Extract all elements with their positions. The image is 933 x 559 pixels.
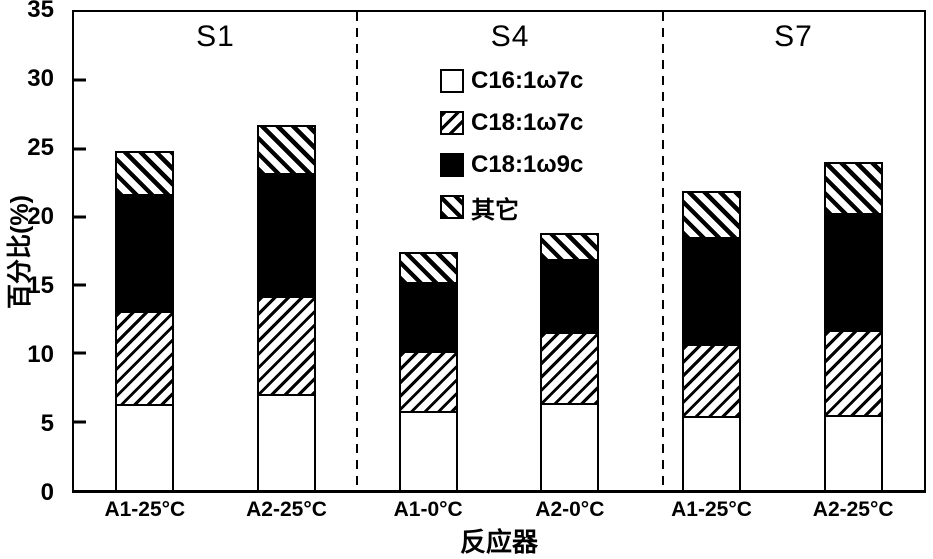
y-tick-label: 30 (27, 65, 54, 92)
y-axis-title: 百分比(%) (6, 195, 34, 309)
legend-item-label: C18:1ω7c (471, 109, 584, 136)
bar-segment (257, 125, 316, 174)
y-tick-label: 5 (40, 410, 54, 437)
bar-segment (257, 394, 316, 490)
y-tick-label: 20 (27, 203, 54, 230)
y-tick-mark (74, 283, 86, 287)
bar (115, 151, 175, 490)
bar (257, 125, 316, 490)
y-tick-label: 35 (27, 0, 54, 23)
bar-segment (823, 212, 883, 331)
bar (540, 233, 600, 490)
x-axis-title: 反应器 (459, 527, 538, 557)
bar-segment (540, 233, 600, 260)
section-label: S4 (490, 20, 530, 53)
section-label: S7 (774, 20, 813, 53)
section-divider (356, 12, 359, 490)
legend: C16:1ω7c C18:1ω7c C18:1ω9c 其它 (440, 60, 583, 228)
legend-item: 其它 (440, 186, 583, 228)
y-tick-label: 15 (27, 272, 54, 299)
plot-inner: C16:1ω7c C18:1ω7c C18:1ω9c 其它 S1 S4 S7 (74, 12, 924, 490)
y-tick-mark (74, 351, 86, 355)
legend-item-label: C18:1ω9c (471, 151, 584, 178)
bar-segment (257, 296, 316, 395)
bar-segment (682, 343, 741, 417)
bar-segment (398, 252, 458, 283)
y-tick-mark (74, 420, 86, 424)
bar-segment (682, 237, 741, 344)
bar-segment (398, 350, 458, 411)
bar-segment (682, 416, 741, 490)
legend-item: C16:1ω7c (440, 60, 583, 102)
x-tick-label: A1-0°C (393, 498, 463, 521)
bar-segment (115, 193, 175, 312)
bar-segment (823, 162, 883, 213)
y-tick-label: 0 (40, 479, 54, 506)
x-tick-label: A1-25°C (104, 498, 186, 521)
bar (398, 252, 458, 490)
bar-segment (257, 173, 316, 297)
bar-segment (115, 403, 175, 490)
y-tick-mark (74, 147, 86, 151)
bar-segment (540, 402, 600, 490)
bar (682, 190, 741, 490)
plot-area: C16:1ω7c C18:1ω7c C18:1ω9c 其它 S1 S4 S7 (72, 10, 926, 493)
bar-segment (540, 259, 600, 332)
bar-segment (115, 311, 175, 404)
bar-segment (540, 331, 600, 403)
bar-segment (398, 410, 458, 490)
x-tick-label: A2-25°C (812, 498, 894, 521)
section-label: S1 (196, 20, 235, 53)
x-tick-label: A2-25°C (246, 498, 327, 521)
legend-swatch-hatch-backward-icon (440, 195, 464, 219)
bar-segment (823, 330, 883, 415)
bar-segment (115, 151, 175, 194)
y-tick-mark (74, 78, 86, 82)
x-axis-tick-labels: A1-25°C A2-25°C A1-0°C A2-0°C A1-25°C A2-25°C (74, 498, 924, 522)
x-tick-label: A2-0°C (535, 498, 605, 521)
legend-item-label: 其它 (471, 196, 519, 224)
y-tick-label: 25 (27, 134, 54, 161)
legend-swatch-hatch-forward-icon (440, 111, 464, 135)
y-tick-mark (74, 215, 86, 219)
legend-swatch-solid-black-icon (440, 153, 464, 177)
bar-segment (398, 282, 458, 351)
y-axis-tick-labels: 0 5 10 15 20 25 30 35 (0, 0, 62, 506)
y-tick-label: 10 (27, 341, 54, 368)
bar-segment (682, 190, 741, 238)
bar (823, 162, 883, 490)
legend-swatch-open-icon (440, 69, 464, 93)
bar-segment (823, 414, 883, 490)
section-divider (662, 12, 665, 490)
legend-item: C18:1ω7c (440, 102, 583, 144)
x-tick-label: A1-25°C (671, 498, 752, 521)
legend-item: C18:1ω9c (440, 144, 583, 186)
legend-item-label: C16:1ω7c (471, 67, 584, 94)
